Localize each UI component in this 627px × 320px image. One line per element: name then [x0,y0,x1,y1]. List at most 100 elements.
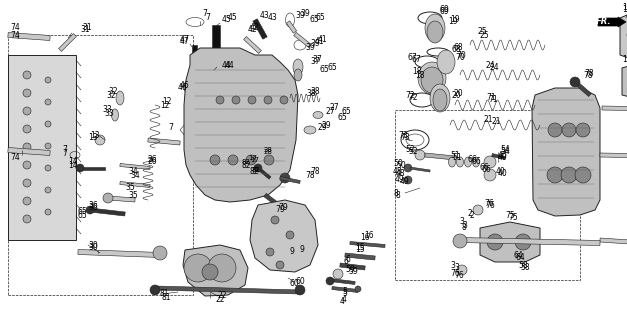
Text: 6: 6 [345,255,350,265]
Text: 81: 81 [160,290,169,299]
Circle shape [95,135,105,145]
Polygon shape [8,33,50,41]
Text: 8: 8 [462,223,466,233]
Text: 76: 76 [454,271,464,281]
Text: 18: 18 [412,68,421,76]
Text: 30: 30 [88,241,98,250]
Circle shape [355,286,361,292]
Text: 17: 17 [250,157,259,163]
Circle shape [228,155,238,165]
Text: 58: 58 [518,261,528,270]
Polygon shape [294,32,311,48]
Text: 4: 4 [342,295,347,305]
Text: 45: 45 [228,13,238,22]
Text: 50: 50 [393,158,403,167]
Text: 27: 27 [330,103,340,113]
Circle shape [23,179,31,187]
Ellipse shape [293,59,303,75]
Circle shape [453,234,467,248]
Polygon shape [120,181,150,188]
Text: 65: 65 [338,114,348,123]
Ellipse shape [427,21,443,43]
Ellipse shape [304,126,316,134]
Circle shape [216,96,224,104]
Text: 34: 34 [130,171,140,180]
Text: 73: 73 [400,133,410,142]
Ellipse shape [425,14,445,42]
Text: 26: 26 [148,157,157,166]
Text: 66: 66 [468,156,478,164]
Text: 65: 65 [316,13,326,22]
Circle shape [23,161,31,169]
Text: 2: 2 [470,211,475,220]
Text: 46: 46 [180,82,190,91]
Text: 21: 21 [484,116,493,124]
Circle shape [570,77,580,87]
Circle shape [264,96,272,104]
Text: 65: 65 [78,212,88,220]
Text: 29: 29 [318,124,328,132]
Circle shape [484,156,496,168]
Text: 82: 82 [242,159,251,165]
Text: 76: 76 [485,202,495,211]
Circle shape [103,193,113,203]
Text: 43: 43 [260,12,270,20]
Text: 31: 31 [80,26,90,35]
Text: 66: 66 [482,165,492,174]
Circle shape [23,89,31,97]
Ellipse shape [294,69,302,81]
Polygon shape [532,88,600,216]
Circle shape [23,125,31,133]
Text: 72: 72 [408,93,418,102]
Text: 37: 37 [310,58,320,67]
Text: 7: 7 [62,148,67,157]
Text: 30: 30 [88,244,98,252]
Text: 60: 60 [295,277,305,286]
Text: 42: 42 [248,26,258,35]
Text: 33: 33 [102,106,112,115]
Text: 82: 82 [250,167,260,177]
Text: 15: 15 [355,245,365,254]
Text: 74: 74 [10,30,19,39]
Polygon shape [345,253,375,260]
Bar [8,35,193,295]
Text: 22: 22 [216,295,226,305]
Text: 41: 41 [318,35,328,44]
Circle shape [23,71,31,79]
Ellipse shape [473,157,480,167]
Circle shape [153,246,167,260]
Text: 51: 51 [452,154,461,163]
Text: 48: 48 [396,169,406,178]
Polygon shape [620,12,627,60]
Text: 4: 4 [340,298,345,307]
Text: 19: 19 [450,15,460,25]
Text: 32: 32 [106,91,115,100]
Circle shape [23,143,31,151]
Polygon shape [460,237,600,245]
Text: 44: 44 [222,60,232,69]
Circle shape [295,285,305,295]
Text: 50: 50 [396,161,406,170]
Polygon shape [244,36,261,53]
Text: 58: 58 [520,263,530,273]
Bar [212,25,220,77]
Polygon shape [8,148,50,156]
Text: 69: 69 [440,7,450,17]
Polygon shape [148,138,180,145]
Text: 68: 68 [454,44,463,52]
Text: 70: 70 [455,53,465,62]
Text: FR.: FR. [596,18,612,27]
Text: 67: 67 [408,53,418,62]
Text: 66: 66 [480,164,490,172]
Ellipse shape [418,62,446,94]
Polygon shape [492,154,505,159]
Text: 7: 7 [202,10,207,19]
Text: 36: 36 [88,204,98,212]
Polygon shape [264,193,286,212]
Circle shape [280,205,290,215]
Polygon shape [574,81,591,97]
Polygon shape [58,34,76,52]
Text: 65: 65 [320,66,330,75]
Text: 78: 78 [583,71,593,81]
Circle shape [562,123,576,137]
